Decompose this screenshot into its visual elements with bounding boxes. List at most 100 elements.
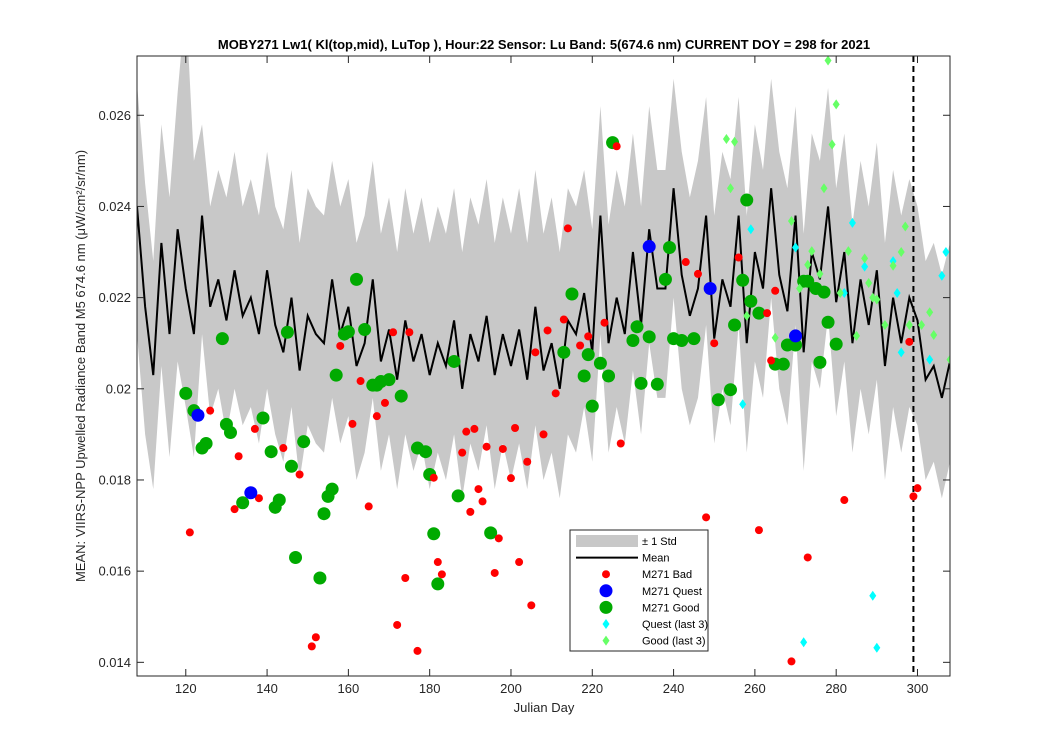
bad-point [372, 412, 381, 421]
good-point [236, 496, 250, 510]
y-tick-label: 0.022 [98, 290, 131, 305]
bad-point [466, 507, 475, 516]
bad-point [494, 534, 503, 543]
quest-last3-point [792, 242, 800, 253]
good-point [829, 337, 843, 351]
quest-point [703, 282, 717, 295]
good-point [223, 426, 237, 440]
x-tick-label: 260 [744, 681, 766, 696]
bad-point [433, 558, 442, 567]
good-point [215, 332, 229, 346]
good-point [264, 445, 278, 459]
good-point [427, 527, 441, 541]
good-last3-point [816, 268, 824, 279]
good-point [723, 383, 737, 397]
legend-swatch-bad [602, 570, 610, 579]
good-last3-point [897, 247, 905, 258]
bad-point [348, 419, 357, 428]
bad-point [254, 494, 263, 503]
good-last3-point [731, 136, 739, 147]
good-point [451, 489, 465, 503]
good-point [740, 193, 754, 207]
good-point [179, 386, 193, 400]
legend-label: ± 1 Std [642, 536, 677, 548]
good-last3-point [853, 330, 861, 341]
bad-point [754, 526, 763, 535]
good-point [382, 373, 396, 387]
x-tick-label: 280 [825, 681, 847, 696]
good-last3-point [836, 288, 844, 299]
good-point [280, 325, 294, 339]
good-point [358, 323, 372, 337]
good-point [577, 369, 591, 383]
legend-label: M271 Good [642, 602, 699, 614]
legend-swatch-good [599, 600, 613, 614]
chart-title: MOBY271 Lw1( Kl(top,mid), LuTop ), Hour:… [218, 37, 870, 52]
good-last3-point [804, 259, 812, 270]
good-last3-point [905, 319, 913, 330]
good-point [650, 377, 664, 391]
legend-label: Mean [642, 553, 670, 565]
x-tick-label: 220 [581, 681, 603, 696]
bad-point [616, 439, 625, 448]
quest-last3-point [873, 642, 881, 653]
good-last3-point [828, 139, 836, 150]
quest-last3-point [739, 399, 747, 410]
y-tick-label: 0.016 [98, 564, 131, 579]
x-tick-label: 160 [338, 681, 360, 696]
bad-point [710, 339, 719, 348]
bad-point [356, 377, 365, 386]
bad-point [840, 496, 849, 505]
good-point [585, 399, 599, 413]
quest-last3-point [861, 261, 869, 272]
bad-point [462, 427, 471, 436]
bad-point [429, 473, 438, 482]
bad-point [307, 642, 316, 651]
bad-point [295, 470, 304, 479]
bad-point [681, 258, 690, 267]
good-last3-point [832, 99, 840, 110]
good-last3-point [918, 319, 926, 330]
quest-last3-point [869, 590, 877, 601]
bad-point [380, 398, 389, 407]
quest-last3-point [800, 637, 808, 648]
legend: ± 1 Std Mean M271 Bad M271 Quest M271 Good Qu… [569, 529, 709, 652]
good-point [658, 272, 672, 286]
good-point [642, 330, 656, 344]
good-last3-point [926, 307, 934, 318]
y-tick-label: 0.024 [98, 199, 131, 214]
good-last3-point [796, 283, 804, 294]
good-point [272, 493, 286, 507]
quest-last3-point [893, 288, 901, 299]
good-point [663, 240, 677, 254]
good-point [565, 287, 579, 301]
bad-point [336, 341, 345, 350]
good-point [325, 482, 339, 496]
good-point [317, 507, 331, 521]
good-last3-point [889, 260, 897, 271]
bad-point [551, 389, 560, 398]
bad-point [576, 341, 585, 350]
bad-point [913, 484, 922, 493]
bad-point [279, 444, 288, 453]
bad-point [527, 601, 536, 610]
bad-point [702, 513, 711, 522]
x-tick-label: 300 [907, 681, 929, 696]
good-point [630, 320, 644, 334]
bad-point [230, 505, 239, 514]
quest-last3-point [848, 217, 856, 228]
legend-swatch-quest [599, 584, 613, 598]
bad-point [234, 452, 243, 461]
quest-point [244, 486, 258, 500]
good-last3-point [820, 183, 828, 194]
good-last3-point [946, 354, 950, 365]
bad-point [763, 309, 772, 318]
bad-point [506, 474, 515, 483]
bad-point [498, 444, 507, 453]
good-last3-point [881, 319, 889, 330]
std-band [137, 56, 950, 499]
good-point [329, 368, 343, 382]
bad-point [511, 424, 520, 432]
good-point [199, 437, 213, 450]
bad-point [515, 558, 524, 567]
